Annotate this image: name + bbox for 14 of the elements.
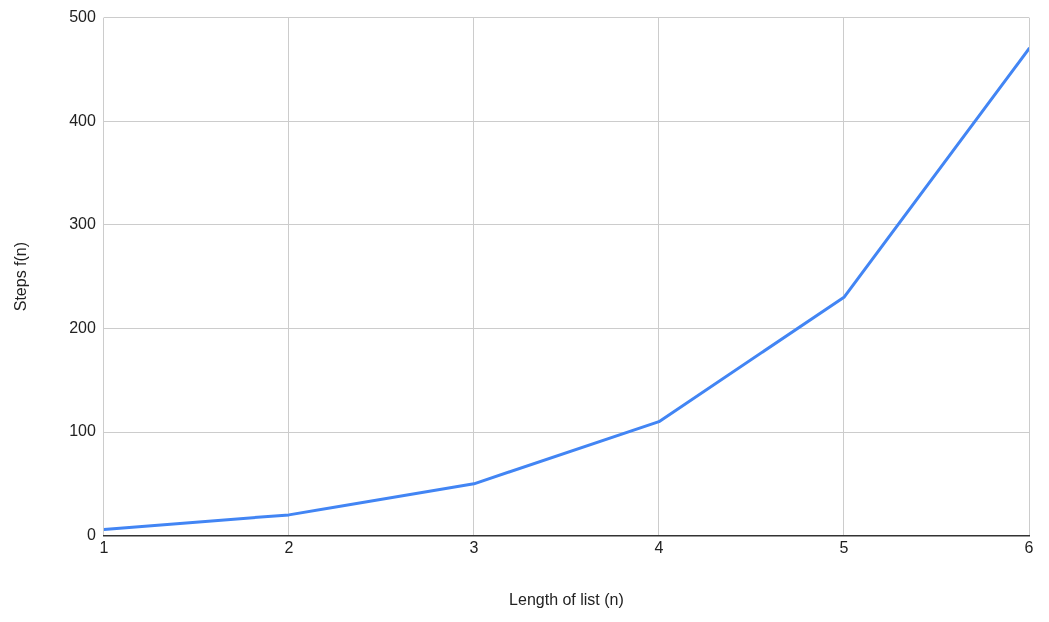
x-axis-title: Length of list (n)	[509, 590, 624, 608]
x-tick-label: 5	[839, 538, 849, 556]
x-tick-label: 1	[99, 538, 109, 556]
y-tick-label: 200	[69, 318, 96, 336]
y-tick-label: 400	[69, 111, 96, 129]
x-tick-label: 2	[284, 538, 294, 556]
x-tick-label: 6	[1024, 538, 1034, 556]
y-tick-label: 500	[69, 8, 96, 26]
y-axis-title: Steps f(n)	[12, 241, 30, 312]
x-tick-label: 3	[469, 538, 479, 556]
y-tick-label: 0	[86, 526, 96, 544]
y-tick-label: 100	[69, 422, 96, 440]
y-tick-label: 300	[69, 215, 96, 233]
x-tick-label: 4	[654, 538, 664, 556]
